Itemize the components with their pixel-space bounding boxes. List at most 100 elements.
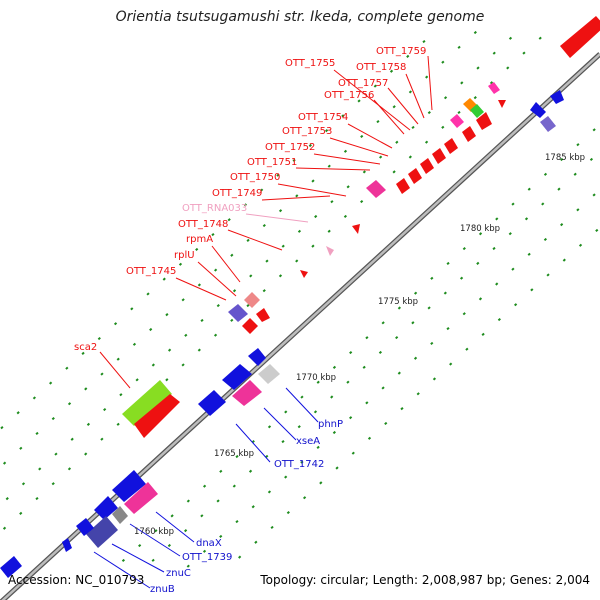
leader-ott-1755	[333, 69, 411, 131]
label-ott-1751[interactable]: OTT_1751	[247, 157, 297, 168]
tick-mark	[49, 381, 53, 385]
tick-mark	[232, 484, 236, 488]
gene-1749[interactable]	[366, 180, 386, 198]
gene-green-1[interactable]	[470, 104, 484, 118]
leader-ott-1739	[129, 523, 181, 557]
gene-rpma[interactable]	[300, 270, 308, 278]
label-ott-1745[interactable]: OTT_1745	[126, 266, 176, 277]
tick-mark	[314, 214, 318, 219]
tick-mark	[319, 481, 323, 485]
gene-1753[interactable]	[462, 126, 476, 142]
label-phnp[interactable]: phnP	[318, 419, 343, 430]
gene-blue-far-2[interactable]	[550, 90, 564, 104]
tick-mark	[560, 157, 564, 162]
label-rpma[interactable]: rpmA	[186, 234, 213, 245]
gene-1752b[interactable]	[432, 148, 446, 164]
tick-mark	[267, 425, 272, 429]
gene-1757[interactable]	[498, 100, 506, 108]
label-xsea[interactable]: xseA	[296, 436, 320, 447]
lower-labels: phnP xseA OTT_1742 dnaX OTT_1739 znuC zn…	[150, 419, 343, 595]
gene-dnax[interactable]	[124, 482, 158, 514]
tick-mark	[443, 96, 448, 100]
gene-rplu[interactable]	[244, 292, 260, 308]
tick-mark	[167, 348, 172, 352]
tick-mark	[397, 371, 401, 375]
gene-1750[interactable]	[396, 178, 410, 194]
gene-rna033[interactable]	[326, 246, 334, 256]
tick-mark	[151, 558, 155, 562]
gene-1745a[interactable]	[256, 308, 270, 322]
tick-mark	[443, 291, 447, 295]
label-ott-1750[interactable]: OTT_1750	[230, 172, 280, 183]
gene-ott-1739[interactable]	[86, 516, 118, 548]
gene-znub[interactable]	[62, 538, 72, 552]
tick-mark	[538, 36, 542, 40]
gene-1752a[interactable]	[444, 138, 458, 154]
gene-ott-1742[interactable]	[198, 390, 226, 416]
gene-1754[interactable]	[476, 112, 492, 130]
label-znub[interactable]: znuB	[150, 584, 175, 595]
label-ott-1752[interactable]: OTT_1752	[265, 142, 315, 153]
tick-mark	[365, 336, 369, 340]
scale-labels: 1760 kbp 1765 kbp 1770 kbp 1775 kbp 1780…	[134, 153, 585, 537]
gene-grey-1[interactable]	[258, 364, 280, 384]
accession-text: Accession: NC_010793	[8, 573, 145, 587]
tick-mark	[365, 401, 369, 405]
label-rplu[interactable]: rplU	[174, 250, 195, 261]
gene-blue-row1[interactable]	[112, 470, 146, 502]
gene-pink-1[interactable]	[232, 380, 262, 406]
label-znuc[interactable]: znuC	[166, 568, 191, 579]
tick-mark	[379, 155, 383, 159]
label-ott-1758[interactable]: OTT_1758	[356, 62, 406, 73]
label-ott-1757[interactable]: OTT_1757	[338, 78, 388, 89]
gene-purple-far[interactable]	[540, 116, 556, 132]
tick-mark	[362, 365, 366, 369]
gene-1756[interactable]	[450, 114, 464, 128]
tick-mark	[81, 351, 85, 355]
tick-mark	[530, 288, 534, 292]
gene-1748[interactable]	[352, 224, 360, 234]
label-ott-1753[interactable]: OTT_1753	[282, 126, 332, 137]
tick-mark	[262, 289, 266, 293]
gene-phnp[interactable]	[248, 348, 266, 366]
tick-mark	[230, 318, 234, 322]
label-ott-1748[interactable]: OTT_1748	[178, 219, 228, 230]
tick-mark	[0, 426, 4, 430]
gene-grey-2[interactable]	[112, 506, 128, 524]
gene-blue-row2[interactable]	[94, 496, 118, 520]
tick-mark	[527, 252, 531, 256]
gene-xsea[interactable]	[222, 364, 252, 390]
gene-blue-edge[interactable]	[0, 556, 22, 578]
leader-rplu	[197, 261, 237, 297]
tick-mark	[119, 393, 123, 397]
label-ott-1749[interactable]: OTT_1749	[212, 188, 262, 199]
leader-xsea	[263, 407, 297, 441]
gene-ott-1759[interactable]	[560, 16, 600, 58]
label-dnax[interactable]: dnaX	[196, 538, 222, 549]
tick-mark	[302, 496, 307, 500]
label-ott-1742[interactable]: OTT_1742	[274, 459, 324, 470]
gene-blue-far-1[interactable]	[530, 102, 546, 118]
tick-mark	[2, 526, 7, 530]
gene-1745b[interactable]	[242, 318, 258, 334]
tick-mark	[281, 244, 285, 248]
gene-sca2-red[interactable]	[134, 394, 180, 438]
gene-sca2-green[interactable]	[122, 380, 172, 426]
tick-mark	[408, 155, 412, 159]
gene-znuc[interactable]	[76, 518, 94, 536]
label-ott-rna033[interactable]: OTT_RNA033	[182, 203, 247, 214]
gene-purple-1[interactable]	[228, 304, 248, 322]
leader-ott-1749	[261, 195, 331, 201]
label-sca2[interactable]: sca2	[74, 342, 97, 353]
gene-1751b[interactable]	[408, 168, 422, 184]
label-ott-1754[interactable]: OTT_1754	[298, 112, 348, 123]
tick-mark	[430, 341, 434, 345]
gene-ott-1755[interactable]	[488, 82, 500, 94]
gene-1751a[interactable]	[420, 158, 434, 174]
tick-mark	[400, 407, 404, 411]
label-ott-1756[interactable]: OTT_1756	[324, 90, 374, 101]
label-ott-1755[interactable]: OTT_1755	[285, 58, 335, 69]
tick-mark	[235, 520, 239, 524]
label-ott-1759[interactable]: OTT_1759	[376, 46, 426, 57]
label-ott-1739[interactable]: OTT_1739	[182, 552, 232, 563]
